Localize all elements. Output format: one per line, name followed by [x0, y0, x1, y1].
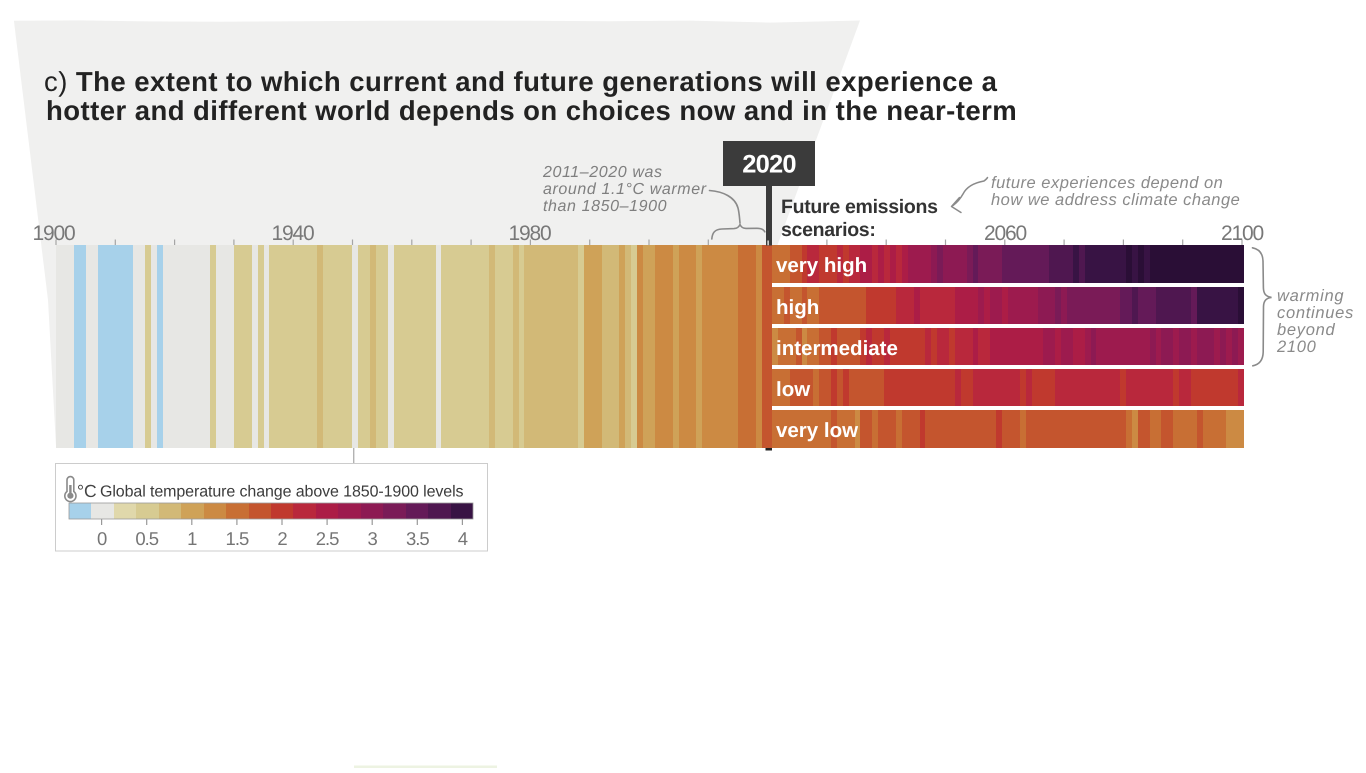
- svg-text:2011–2020 was: 2011–2020 was: [542, 164, 663, 181]
- svg-text:than 1850–1900: than 1850–1900: [543, 198, 667, 215]
- svg-text:Future emissions: Future emissions: [781, 196, 938, 218]
- svg-text:3.5: 3.5: [406, 528, 429, 549]
- svg-text:1900: 1900: [33, 222, 75, 245]
- svg-text:3: 3: [368, 528, 378, 549]
- svg-text:4: 4: [458, 528, 468, 549]
- svg-text:2100: 2100: [1221, 222, 1263, 245]
- svg-text:°C: °C: [77, 481, 97, 501]
- svg-text:how we address climate change: how we address climate change: [991, 191, 1240, 209]
- svg-text:0: 0: [97, 528, 107, 549]
- svg-text:1.5: 1.5: [226, 528, 249, 549]
- svg-text:very low: very low: [776, 419, 858, 442]
- svg-text:low: low: [776, 378, 810, 401]
- svg-text:2020: 2020: [742, 151, 796, 179]
- svg-text:around 1.1°C warmer: around 1.1°C warmer: [543, 181, 707, 198]
- svg-text:Global temperature change abov: Global temperature change above 1850-190…: [100, 484, 464, 501]
- svg-text:continues: continues: [1277, 304, 1354, 322]
- svg-text:2.5: 2.5: [316, 528, 339, 549]
- svg-text:future experiences depend on: future experiences depend on: [991, 174, 1223, 192]
- svg-text:1940: 1940: [272, 222, 314, 245]
- svg-text:2100: 2100: [1276, 338, 1317, 356]
- svg-text:intermediate: intermediate: [776, 337, 898, 360]
- svg-text:hotter and different world dep: hotter and different world depends on ch…: [46, 95, 1017, 126]
- svg-text:0.5: 0.5: [135, 528, 158, 549]
- svg-text:warming: warming: [1277, 287, 1344, 305]
- svg-text:1980: 1980: [509, 222, 551, 245]
- svg-text:beyond: beyond: [1277, 321, 1335, 339]
- svg-text:high: high: [776, 296, 819, 319]
- svg-text:2: 2: [277, 528, 287, 549]
- svg-text:1: 1: [187, 528, 197, 549]
- svg-text:scenarios:: scenarios:: [781, 219, 876, 241]
- svg-text:very high: very high: [776, 254, 867, 277]
- svg-text:c) The extent to which current: c) The extent to which current and futur…: [44, 66, 998, 97]
- svg-text:2060: 2060: [984, 222, 1026, 245]
